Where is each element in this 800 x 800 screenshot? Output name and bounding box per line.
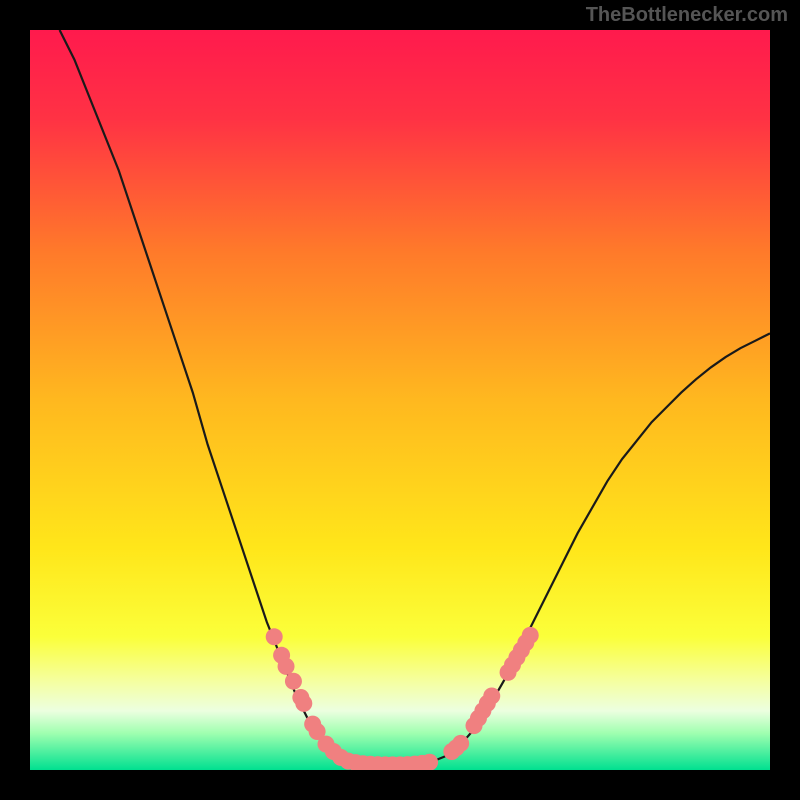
right-curve bbox=[385, 333, 770, 764]
left-curve bbox=[60, 30, 386, 765]
markers-right bbox=[443, 627, 538, 760]
markers-valley bbox=[347, 754, 438, 770]
markers-left bbox=[266, 628, 357, 769]
chart-curves bbox=[30, 30, 770, 770]
watermark-text: TheBottlenecker.com bbox=[586, 4, 788, 27]
chart-plot-area bbox=[30, 30, 770, 770]
